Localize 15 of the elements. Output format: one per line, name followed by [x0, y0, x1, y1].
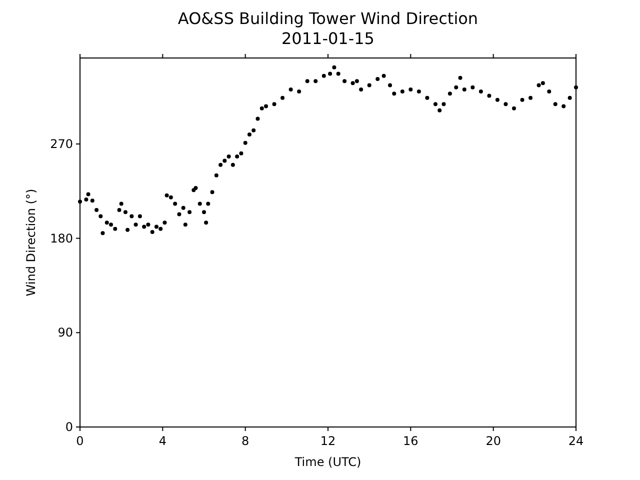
x-tick-label: 8 [242, 434, 250, 448]
y-tick-label: 180 [50, 231, 73, 246]
y-axis-title: Wind Direction (°) [24, 188, 38, 296]
chart-title: AO&SS Building Tower Wind Direction [178, 9, 478, 28]
x-tick-label: 0 [76, 434, 84, 448]
chart-subtitle: 2011-01-15 [282, 29, 374, 48]
x-tick-label: 4 [158, 434, 166, 448]
y-tick-label: 0 [65, 420, 73, 434]
x-tick-label: 20 [486, 434, 501, 448]
x-tick-label: 16 [403, 434, 418, 448]
x-tick-label: 12 [320, 434, 336, 448]
y-tick-label: 270 [50, 136, 73, 151]
y-tick-label: 90 [58, 326, 73, 340]
x-tick-label: 24 [568, 434, 584, 448]
x-axis-title: Time (UTC) [294, 455, 362, 469]
